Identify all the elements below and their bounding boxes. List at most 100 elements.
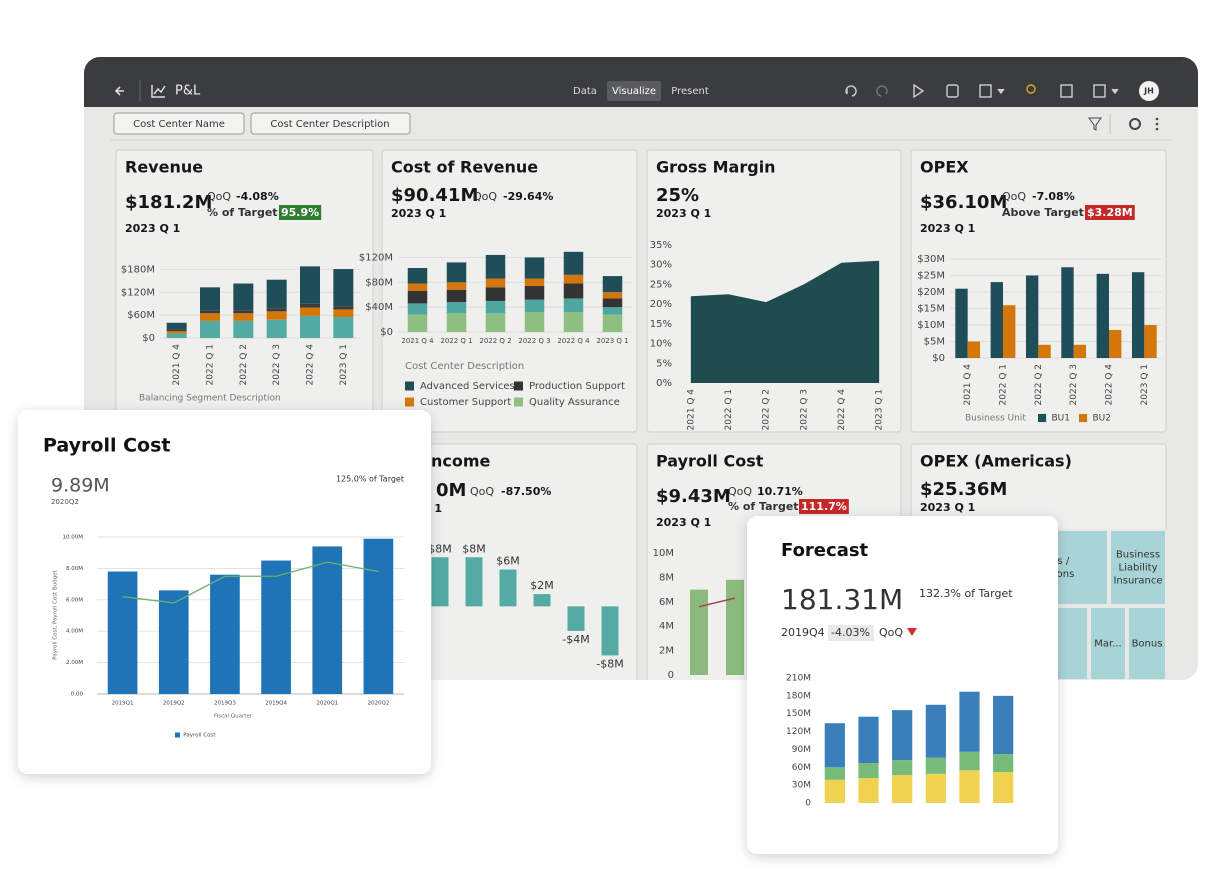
bar (158, 590, 189, 694)
y-tick-label: $25M (917, 271, 945, 282)
bar (233, 283, 254, 311)
bar (824, 767, 845, 780)
card-qoq: -7.08% (1032, 190, 1075, 203)
card-period: 2023 Q 1 (125, 222, 180, 235)
bar (166, 331, 187, 334)
bar (446, 302, 467, 314)
workbook-title: P&L (175, 84, 201, 99)
redo[interactable] (876, 85, 888, 97)
bar (524, 286, 545, 300)
area (690, 260, 880, 383)
x-tick-label: 2023 Q 1 (339, 344, 349, 385)
card-qoq-label: QoQ (470, 485, 494, 498)
bar (990, 282, 1003, 358)
filter-icon[interactable] (1088, 117, 1102, 131)
bar (967, 341, 981, 358)
filter-button[interactable] (250, 112, 411, 135)
more-icon[interactable] (1155, 117, 1159, 131)
tile-label: Business (1116, 550, 1160, 561)
insight-icon[interactable] (1026, 84, 1036, 94)
card-value: 25% (656, 185, 699, 206)
tab[interactable]: Visualize (612, 86, 656, 97)
bar (1109, 329, 1122, 358)
y-tick-label: $60M (127, 310, 155, 321)
card-badge: $3.28M (1087, 206, 1133, 219)
y-tick-label: $10M (917, 320, 945, 331)
y-tick-label: $30M (917, 254, 945, 265)
back-button[interactable] (114, 86, 124, 96)
bar (858, 778, 879, 803)
filter-label: Cost Center Name (133, 119, 225, 130)
avatar[interactable] (1139, 81, 1159, 101)
panel-period: 2019Q4 (781, 626, 825, 639)
save-icon[interactable] (1093, 84, 1106, 98)
active-tab-bg (607, 81, 661, 101)
bar (333, 306, 354, 310)
x-tick-label: 2021 Q 4 (401, 337, 434, 345)
y-tick-label: $5M (924, 337, 945, 348)
settings-icon[interactable] (1129, 118, 1141, 130)
bar (200, 320, 220, 338)
card-bg (381, 149, 638, 433)
x-axis-label: Fiscal Quarter (214, 714, 253, 720)
card-period: 2023 Q 1 (391, 207, 446, 220)
bar (892, 775, 913, 803)
bar (210, 574, 240, 694)
y-tick-label: 150M (786, 709, 811, 719)
filter-button[interactable] (113, 112, 245, 135)
card-period: 2023 Q 1 (920, 222, 975, 235)
avatar-initials: JH (1143, 87, 1154, 96)
card-badge: 95.9% (281, 206, 319, 219)
x-tick-label: 2022 Q 3 (518, 337, 550, 345)
bar (959, 770, 980, 803)
legend-label: Advanced Services (420, 381, 515, 392)
bar (333, 317, 354, 338)
card-qoq-label: QoQ (728, 485, 752, 498)
undo[interactable] (845, 85, 857, 97)
y-tick-label: $15M (917, 304, 945, 315)
y-tick-label: $0 (932, 353, 945, 364)
bar (1073, 344, 1087, 358)
x-tick-label: 2022 Q 2 (762, 389, 772, 430)
bar (1038, 344, 1051, 358)
data-icon[interactable] (946, 84, 959, 98)
y-tick-label: 0% (656, 378, 672, 389)
play[interactable] (913, 83, 925, 99)
bar (858, 763, 879, 778)
y-tick-label: $20M (917, 287, 945, 298)
card-period: 2023 Q 1 (656, 516, 711, 529)
tab[interactable]: Data (573, 86, 597, 97)
card-qoq: 10.71% (757, 485, 803, 498)
bar (602, 276, 623, 293)
panel-qoq-label: QoQ (879, 626, 903, 639)
x-tick-label: 2019Q2 (163, 701, 185, 707)
card-title: Cost of Revenue (391, 158, 538, 177)
bar (563, 312, 584, 332)
tab[interactable]: Present (671, 86, 709, 97)
bar (567, 606, 585, 631)
narrate-icon[interactable] (979, 84, 992, 98)
card-title: Income (425, 452, 490, 471)
y-tick-label: 0 (805, 799, 811, 809)
legend-label: Production Support (529, 381, 625, 392)
bar (1003, 305, 1016, 358)
y-tick-label: 30M (792, 781, 811, 791)
y-tick-label: 0 (668, 670, 674, 681)
x-tick-label: 2021 Q 4 (686, 389, 696, 431)
bar (563, 283, 584, 299)
bar (266, 279, 287, 309)
y-tick-label: $180M (121, 264, 155, 275)
card-qoq: -87.50% (501, 485, 551, 498)
bar (446, 313, 467, 332)
y-tick-label: 35% (650, 240, 672, 251)
export-icon[interactable] (1060, 84, 1073, 98)
bar (300, 303, 320, 308)
card-title: Revenue (125, 158, 203, 177)
data-label: $8M (462, 542, 486, 555)
bar (955, 288, 968, 358)
legend-title: Business Unit (965, 414, 1026, 424)
x-tick-label: 2022 Q 2 (239, 344, 249, 385)
x-tick-label: 2023 Q 1 (1140, 364, 1150, 405)
panel-bg (747, 516, 1058, 854)
